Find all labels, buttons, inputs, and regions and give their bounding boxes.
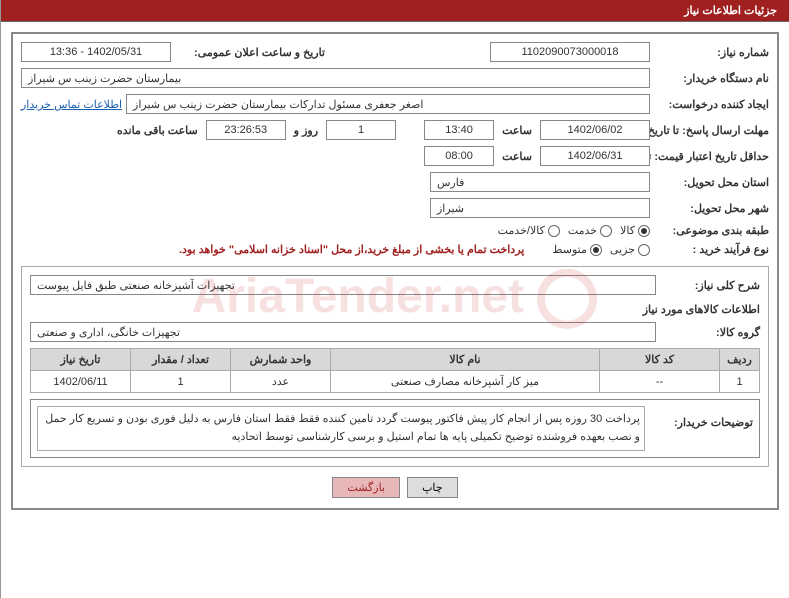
days-and-label: روز و xyxy=(290,124,322,137)
category-option-0[interactable]: کالا xyxy=(620,224,650,237)
radio-label: کالا/خدمت xyxy=(498,224,545,237)
payment-note: پرداخت تمام یا بخشی از مبلغ خرید،از محل … xyxy=(179,243,524,256)
radio-label: متوسط xyxy=(552,243,587,256)
radio-label: کالا xyxy=(620,224,635,237)
category-option-2[interactable]: کالا/خدمت xyxy=(498,224,560,237)
table-header: تاریخ نیاز xyxy=(31,349,131,371)
goods-table: ردیفکد کالانام کالاواحد شمارشتعداد / مقد… xyxy=(30,348,760,393)
requester-label: ایجاد کننده درخواست: xyxy=(654,98,769,111)
buyer-notes-label: توضیحات خریدار: xyxy=(653,406,753,429)
category-radio-group: کالا خدمت کالا/خدمت xyxy=(498,224,650,237)
city-value: شیراز xyxy=(430,198,650,218)
radio-label: خدمت xyxy=(568,224,597,237)
summary-label: شرح کلی نیاز: xyxy=(660,279,760,292)
category-option-1[interactable]: خدمت xyxy=(568,224,612,237)
process-option-0[interactable]: جزیی xyxy=(610,243,650,256)
radio-icon xyxy=(638,225,650,237)
city-label: شهر محل تحویل: xyxy=(654,202,769,215)
table-cell: -- xyxy=(600,371,720,393)
announce-label: تاریخ و ساعت اعلان عمومی: xyxy=(175,46,325,59)
remaining-suffix: ساعت باقی مانده xyxy=(113,124,202,137)
table-cell: 1 xyxy=(720,371,760,393)
table-cell: 1402/06/11 xyxy=(31,371,131,393)
requester-value: اصغر جعفری مسئول تدارکات بیمارستان حضرت … xyxy=(126,94,650,114)
page-header: جزئیات اطلاعات نیاز xyxy=(1,0,789,22)
validity-label: حداقل تاریخ اعتبار قیمت: تا تاریخ: xyxy=(654,150,769,163)
group-value: تجهیزات خانگی، اداری و صنعتی xyxy=(30,322,656,342)
validity-time: 08:00 xyxy=(424,146,494,166)
table-header: تعداد / مقدار xyxy=(131,349,231,371)
remaining-time: 23:26:53 xyxy=(206,120,286,140)
group-label: گروه کالا: xyxy=(660,326,760,339)
goods-section-title: اطلاعات کالاهای مورد نیاز xyxy=(30,303,760,316)
table-row: 1--میز کار آشپزخانه مصارف صنعتیعدد11402/… xyxy=(31,371,760,393)
table-header: واحد شمارش xyxy=(231,349,331,371)
table-header: ردیف xyxy=(720,349,760,371)
table-cell: میز کار آشپزخانه مصارف صنعتی xyxy=(331,371,600,393)
category-label: طبقه بندی موضوعی: xyxy=(654,224,769,237)
table-cell: 1 xyxy=(131,371,231,393)
footer-buttons: چاپ بازگشت xyxy=(21,477,769,504)
need-number-label: شماره نیاز: xyxy=(654,46,769,59)
table-cell: عدد xyxy=(231,371,331,393)
summary-text: تجهیزات آشپزخانه صنعتی طبق فایل پیوست xyxy=(30,275,656,295)
contact-link[interactable]: اطلاعات تماس خریدار xyxy=(21,98,122,111)
radio-icon xyxy=(548,225,560,237)
province-label: استان محل تحویل: xyxy=(654,176,769,189)
time-label-2: ساعت xyxy=(498,150,536,163)
table-header: کد کالا xyxy=(600,349,720,371)
deadline-label: مهلت ارسال پاسخ: تا تاریخ: xyxy=(654,124,769,137)
province-value: فارس xyxy=(430,172,650,192)
radio-icon xyxy=(638,244,650,256)
details-frame: شماره نیاز: 1102090073000018 تاریخ و ساع… xyxy=(11,32,779,510)
time-label-1: ساعت xyxy=(498,124,536,137)
buyer-org-value: بیمارستان حضرت زینب س شیراز xyxy=(21,68,650,88)
process-label: نوع فرآیند خرید : xyxy=(654,243,769,256)
process-radio-group: جزیی متوسط xyxy=(552,243,650,256)
radio-label: جزیی xyxy=(610,243,635,256)
need-number-value: 1102090073000018 xyxy=(490,42,650,62)
table-header: نام کالا xyxy=(331,349,600,371)
buyer-org-label: نام دستگاه خریدار: xyxy=(654,72,769,85)
back-button[interactable]: بازگشت xyxy=(332,477,400,498)
page-title: جزئیات اطلاعات نیاز xyxy=(684,5,777,17)
buyer-notes-text: پرداخت 30 روزه پس از انجام کار پیش فاکتو… xyxy=(37,406,645,451)
deadline-time: 13:40 xyxy=(424,120,494,140)
deadline-date: 1402/06/02 xyxy=(540,120,650,140)
buyer-notes-box: توضیحات خریدار: پرداخت 30 روزه پس از انج… xyxy=(30,399,760,458)
remaining-days: 1 xyxy=(326,120,396,140)
goods-frame: شرح کلی نیاز: تجهیزات آشپزخانه صنعتی طبق… xyxy=(21,266,769,467)
radio-icon xyxy=(600,225,612,237)
radio-icon xyxy=(590,244,602,256)
process-option-1[interactable]: متوسط xyxy=(552,243,602,256)
announce-value: 1402/05/31 - 13:36 xyxy=(21,42,171,62)
validity-date: 1402/06/31 xyxy=(540,146,650,166)
print-button[interactable]: چاپ xyxy=(407,477,458,498)
